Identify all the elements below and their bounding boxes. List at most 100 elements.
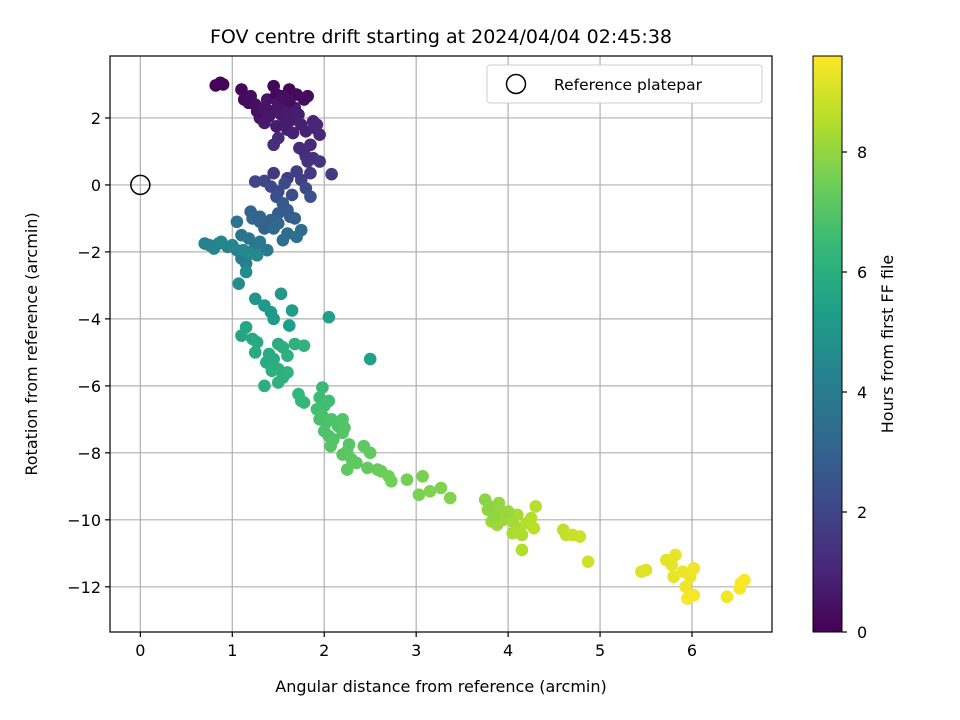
data-point: [216, 78, 230, 91]
data-point: [304, 166, 317, 180]
legend-entry-reference: Reference platepar: [554, 76, 703, 94]
data-point: [285, 304, 299, 317]
data-point: [271, 376, 285, 389]
data-point: [529, 500, 543, 513]
data-point: [734, 577, 748, 590]
data-point: [679, 580, 692, 594]
data-point: [297, 396, 311, 409]
colorbar-tick-label: 4: [857, 383, 867, 402]
data-point: [313, 128, 326, 141]
data-point: [260, 93, 274, 106]
colorbar-tick-label: 6: [857, 263, 867, 282]
x-tick-label: 6: [687, 641, 697, 660]
data-point: [524, 511, 538, 525]
data-point: [385, 475, 398, 488]
data-point: [285, 188, 299, 202]
data-point: [340, 463, 354, 476]
x-axis-ticks: 0 1 2 3 4 5 6: [135, 632, 697, 660]
x-tick-label: 2: [319, 641, 329, 660]
data-point: [230, 215, 244, 229]
data-point: [322, 310, 336, 324]
data-point: [336, 448, 349, 461]
data-points: [198, 76, 751, 605]
data-point: [281, 366, 294, 379]
data-point: [313, 155, 326, 168]
data-point: [274, 287, 288, 301]
legend: Reference platepar: [486, 64, 763, 104]
y-axis-ticks: −12 −10 −8 −6 −4 −2 0 2: [67, 109, 110, 597]
data-point: [336, 426, 349, 440]
y-tick-label: −12: [67, 578, 101, 597]
data-point: [681, 592, 694, 605]
data-point: [225, 238, 239, 252]
data-point: [248, 292, 262, 306]
data-point: [253, 235, 267, 249]
colorbar-ticks: 0 2 4 6 8: [842, 143, 867, 642]
data-point: [248, 175, 262, 188]
x-tick-label: 0: [135, 641, 145, 660]
data-point: [260, 243, 274, 257]
data-point: [270, 120, 283, 133]
data-point: [515, 543, 529, 557]
data-point: [250, 336, 264, 349]
x-tick-label: 4: [503, 641, 513, 660]
data-point: [232, 277, 246, 291]
data-point: [286, 126, 300, 140]
data-point: [416, 469, 429, 483]
data-point: [267, 312, 280, 326]
data-point: [363, 446, 377, 460]
data-point: [412, 488, 426, 501]
data-point: [400, 473, 414, 486]
data-point: [501, 505, 515, 518]
data-point: [423, 485, 437, 498]
data-point: [258, 116, 271, 130]
y-tick-label: −6: [77, 377, 101, 396]
x-tick-label: 5: [595, 641, 605, 660]
reference-marker-group: [130, 174, 151, 196]
data-point: [573, 530, 587, 543]
plot-frame: [109, 55, 773, 633]
data-point: [279, 115, 292, 128]
data-point: [282, 319, 296, 332]
y-tick-label: −2: [77, 243, 101, 262]
data-point: [301, 89, 314, 103]
data-point: [515, 528, 529, 542]
data-point: [271, 131, 285, 145]
data-point: [276, 89, 290, 103]
data-point: [665, 558, 679, 572]
data-point: [443, 491, 457, 505]
data-point: [324, 439, 337, 453]
data-point: [581, 555, 595, 568]
data-point: [239, 320, 253, 334]
data-point: [669, 548, 682, 562]
data-point: [288, 212, 302, 225]
x-tick-label: 1: [227, 641, 237, 660]
chart-title: FOV centre drift starting at 2024/04/04 …: [210, 26, 672, 48]
colorbar-tick-label: 2: [857, 503, 867, 522]
data-point: [281, 349, 294, 363]
colorbar-tick-label: 0: [857, 623, 867, 642]
data-point: [325, 167, 338, 181]
y-tick-label: 0: [91, 176, 101, 195]
colorbar-label: Hours from first FF file: [878, 255, 897, 434]
y-tick-label: −8: [77, 444, 101, 463]
data-point: [278, 176, 291, 190]
y-tick-label: 2: [91, 109, 101, 128]
y-axis-label: Rotation from reference (arcmin): [22, 212, 41, 475]
data-point: [313, 413, 326, 426]
data-point: [250, 248, 264, 262]
y-tick-label: −4: [77, 310, 101, 329]
data-point: [434, 481, 448, 495]
data-point: [720, 590, 734, 604]
data-point: [258, 379, 271, 393]
colorbar: [812, 55, 843, 633]
x-axis-label: Angular distance from reference (arcmin): [275, 677, 606, 696]
data-point: [239, 265, 253, 279]
data-point: [350, 456, 363, 470]
data-point: [292, 108, 305, 121]
data-point: [297, 339, 311, 352]
data-point: [322, 394, 336, 408]
data-point: [293, 141, 306, 155]
